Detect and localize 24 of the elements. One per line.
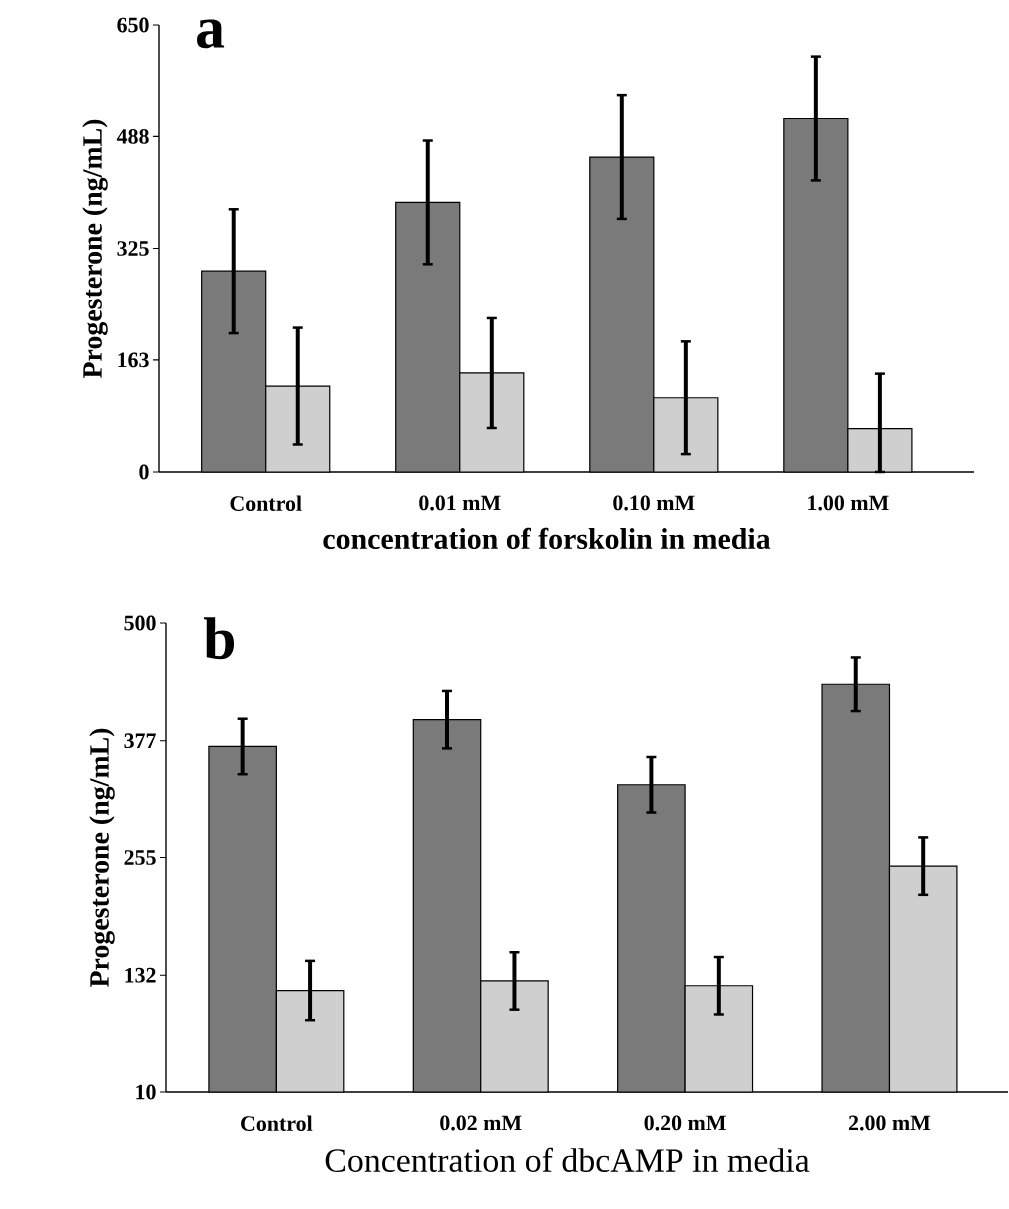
y-tick-label: 10	[136, 1084, 156, 1100]
y-tick-label: 325	[117, 241, 149, 256]
x-tick-label: 0.10 mM	[613, 495, 695, 511]
y-tick-label: 255	[124, 850, 156, 865]
y-tick-label: 132	[125, 967, 156, 983]
y-axis-title: Progesterone (ng/mL)	[82, 119, 108, 379]
y-tick-label: 488	[117, 129, 149, 144]
y-tick-label: 500	[124, 615, 156, 631]
y-tick-label: 377	[124, 733, 157, 749]
x-axis-title: Concentration of dbcAMP in media	[325, 1147, 810, 1172]
annotation: a	[197, 19, 225, 49]
x-tick-label: 0.20 mM	[644, 1115, 727, 1131]
annotation: b	[204, 617, 235, 660]
x-tick-label: 0.01 mM	[419, 495, 501, 511]
y-tick-label: 163	[118, 352, 149, 368]
x-tick-label: 1.00 mM	[808, 495, 889, 511]
x-axis-title: concentration of forskolin in media	[323, 527, 771, 550]
x-tick-label: 0.02 mM	[440, 1115, 522, 1131]
y-tick-label: 650	[117, 17, 149, 33]
x-tick-label: 2.00 mM	[849, 1115, 931, 1131]
x-tick-label: Control	[230, 495, 302, 511]
y-axis-title: Progesterone (ng/mL)	[89, 728, 115, 988]
y-tick-label: 0	[139, 464, 149, 480]
x-tick-label: Control	[241, 1115, 313, 1131]
